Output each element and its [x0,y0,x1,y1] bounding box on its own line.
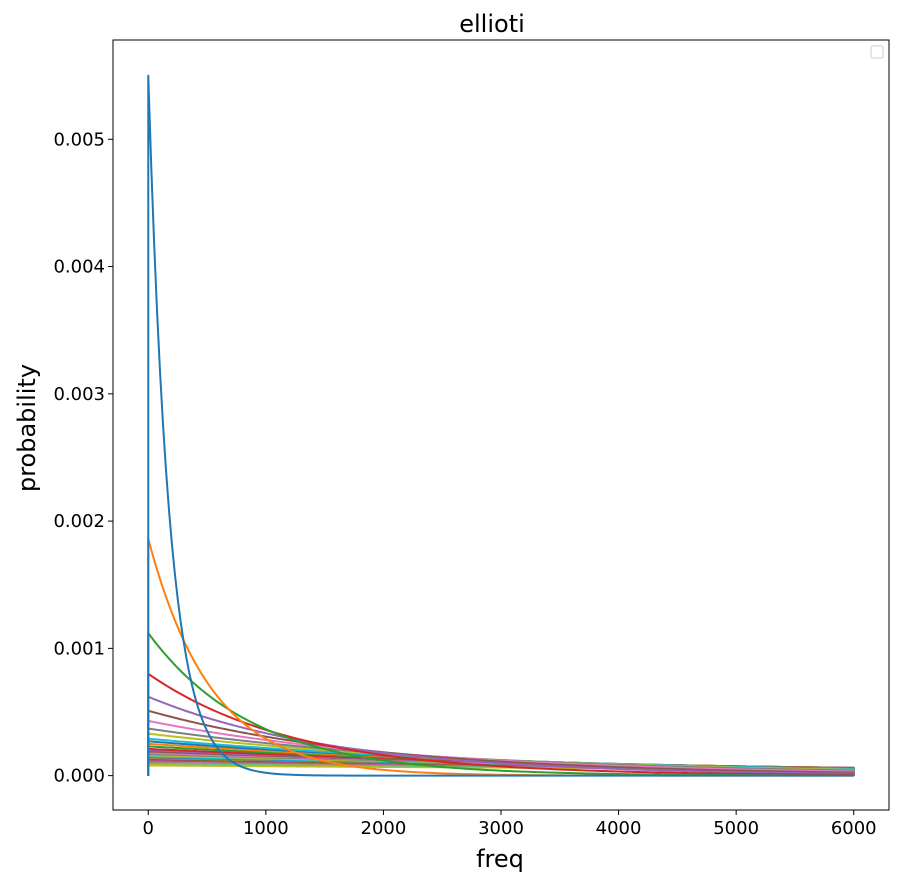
legend-box [870,45,884,59]
x-tick-label: 1000 [243,818,289,839]
x-tick-label: 6000 [831,818,877,839]
x-tick-label: 5000 [713,818,759,839]
series-line [147,719,855,776]
y-tick-label: 0.001 [53,638,105,659]
y-tick-label: 0.004 [53,257,105,278]
x-axis-label: freq [476,845,524,873]
y-tick-label: 0.005 [53,129,105,150]
x-axis: 0 1000 2000 3000 4000 5000 6000 [143,810,877,839]
x-tick-label: 0 [143,818,154,839]
y-tick-label: 0.003 [53,384,105,405]
y-axis-label: probability [13,364,41,492]
y-tick-label: 0.002 [53,511,105,532]
x-tick-label: 2000 [361,818,407,839]
chart-title: ellioti [459,10,525,38]
series-line [147,709,855,776]
y-axis: 0.000 0.001 0.002 0.003 0.004 0.005 [53,129,113,787]
series-line [147,74,854,777]
y-tick-label: 0.000 [53,766,105,787]
x-tick-label: 3000 [478,818,524,839]
plot-lines [147,74,855,777]
x-tick-label: 4000 [596,818,642,839]
series-line [147,695,855,776]
